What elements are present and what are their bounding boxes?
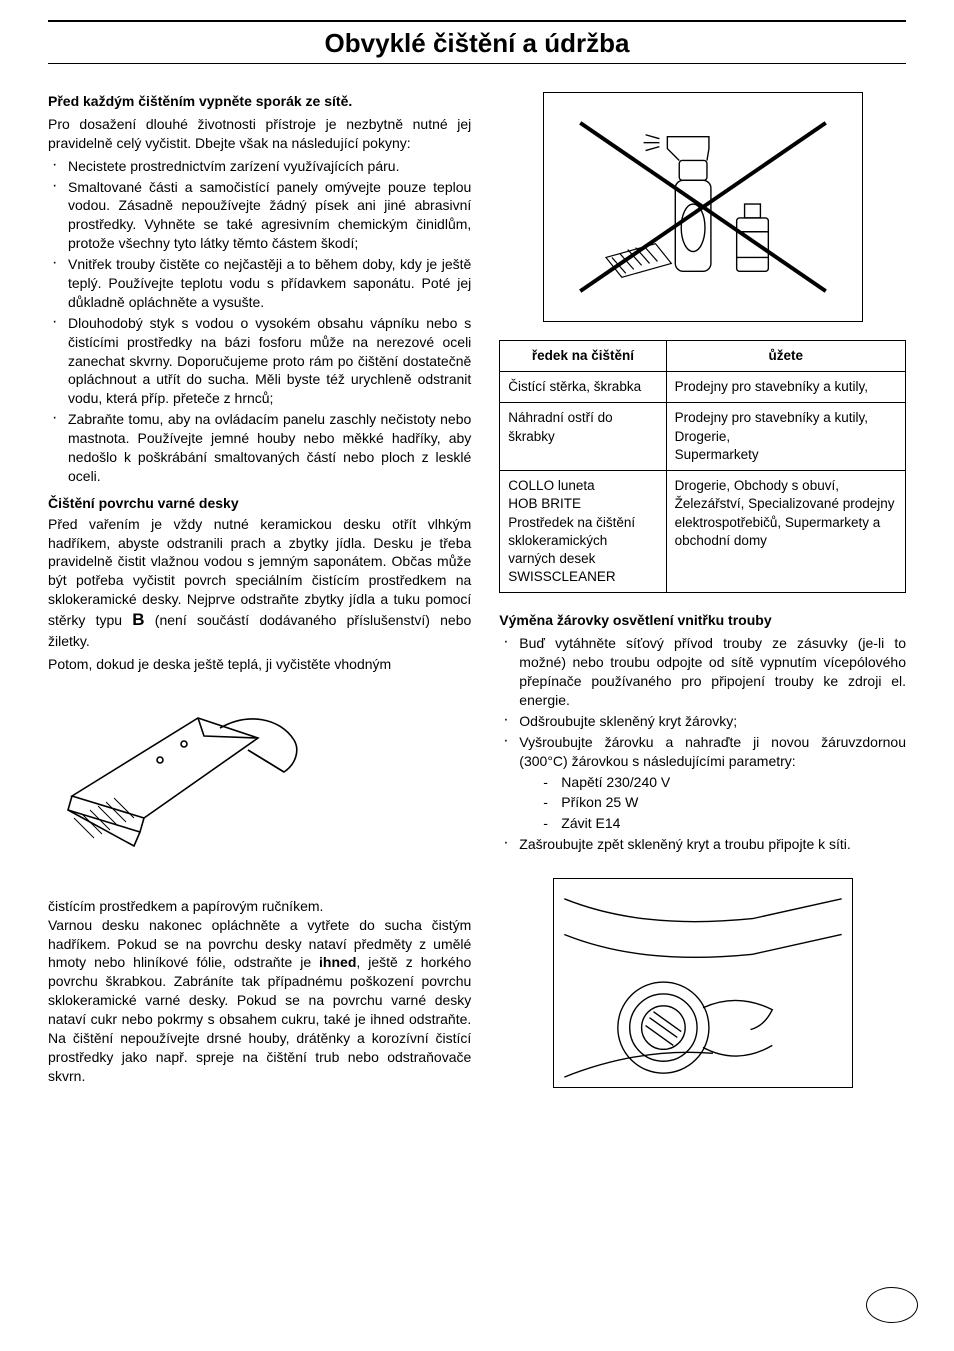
intro-bold: Před každým čištěním vypněte sporák ze s… bbox=[48, 93, 352, 109]
page-title: Obvyklé čištění a údržba bbox=[48, 28, 906, 59]
figure-bulb bbox=[553, 878, 853, 1088]
table-row: Náhradní ostří do škrabky Prodejny pro s… bbox=[500, 403, 906, 471]
ihned: ihned bbox=[319, 954, 356, 970]
table-header-left: ředek na čištění bbox=[500, 341, 666, 372]
big-B: B bbox=[132, 610, 144, 629]
bulb-svg bbox=[554, 879, 852, 1087]
bulb-heading: Výměna žárovky osvětlení vnitřku trouby bbox=[499, 611, 906, 630]
bullet: Dlouhodobý styk s vodou o vysokém obsahu… bbox=[48, 314, 471, 408]
products-table: ředek na čištění ůžete Čistící stěrka, š… bbox=[499, 340, 906, 593]
table-row: Čistící stěrka, škrabka Prodejny pro sta… bbox=[500, 372, 906, 403]
two-column-layout: Před každým čištěním vypněte sporák ze s… bbox=[48, 92, 906, 1106]
cell: Prodejny pro stavebníky a kutily, bbox=[666, 372, 905, 403]
sub-heading-hob: Čištění povrchu varné desky bbox=[48, 494, 471, 513]
bulb-params: Napětí 230/240 V Příkon 25 W Závit E14 bbox=[543, 773, 906, 834]
para-with-B: Před vařením je vždy nutné keramickou de… bbox=[48, 515, 471, 651]
table-row: COLLO luneta HOB BRITE Prostředek na čiš… bbox=[500, 471, 906, 593]
cell: COLLO luneta HOB BRITE Prostředek na čiš… bbox=[500, 471, 666, 593]
page-number-oval bbox=[866, 1287, 918, 1323]
bullet: Vyšroubujte žárovku a nahraďte ji novou … bbox=[499, 733, 906, 833]
figure-scraper bbox=[48, 678, 308, 878]
cleaning-bullets: Necistete prostrednictvím zarízení využí… bbox=[48, 157, 471, 486]
bullet: Smaltované části a samočistící panely om… bbox=[48, 178, 471, 254]
intro-text: Pro dosažení dlouhé životnosti přístroje… bbox=[48, 115, 471, 153]
cell: Drogerie, Obchody s obuví, Železářství, … bbox=[666, 471, 905, 593]
table-header-right: ůžete bbox=[666, 341, 905, 372]
scraper-svg bbox=[48, 678, 308, 878]
cell: Prodejny pro stavebníky a kutily, Droger… bbox=[666, 403, 905, 471]
bulb-bullets: Buď vytáhněte síťový přívod trouby ze zá… bbox=[499, 634, 906, 854]
param: Příkon 25 W bbox=[543, 793, 906, 812]
cell: Čistící stěrka, škrabka bbox=[500, 372, 666, 403]
left-column: Před každým čištěním vypněte sporák ze s… bbox=[48, 92, 471, 1106]
param: Napětí 230/240 V bbox=[543, 773, 906, 792]
cell: Náhradní ostří do škrabky bbox=[500, 403, 666, 471]
right-column: ředek na čištění ůžete Čistící stěrka, š… bbox=[499, 92, 906, 1106]
bullet: Necistete prostrednictvím zarízení využí… bbox=[48, 157, 471, 176]
figure-no-products bbox=[543, 92, 863, 322]
param: Závit E14 bbox=[543, 814, 906, 833]
bullet: Zašroubujte zpět skleněný kryt a troubu … bbox=[499, 835, 906, 854]
top-rule bbox=[48, 20, 906, 22]
para-block2-post: , ještě z horkého povrchu škrabkou. Zabr… bbox=[48, 954, 471, 1083]
title-underline bbox=[48, 63, 906, 64]
no-products-svg bbox=[560, 109, 846, 305]
bullet: Odšroubujte skleněný kryt žárovky; bbox=[499, 712, 906, 731]
bullet: Zabraňte tomu, aby na ovládacím panelu z… bbox=[48, 410, 471, 486]
para-block2: čistícím prostředkem a papírovým ručníke… bbox=[48, 878, 471, 1086]
para-after: Potom, dokud je deska ještě teplá, ji vy… bbox=[48, 655, 471, 674]
bullet: Vnitřek trouby čistěte co nejčastěji a t… bbox=[48, 255, 471, 312]
bullet: Buď vytáhněte síťový přívod trouby ze zá… bbox=[499, 634, 906, 710]
